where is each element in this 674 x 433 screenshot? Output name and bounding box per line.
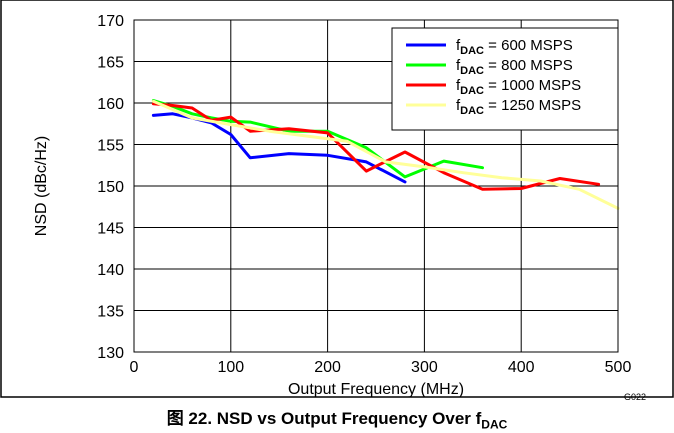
caption-subscript: DAC xyxy=(481,417,508,432)
x-tick-label: 300 xyxy=(411,359,438,376)
series-line-2 xyxy=(151,102,601,191)
series-line-3 xyxy=(151,99,620,210)
series-line-0 xyxy=(151,112,407,184)
x-tick-label: 500 xyxy=(605,359,632,376)
legend-label-3: fDAC = 1250 MSPS xyxy=(456,97,581,117)
x-tick-label: 0 xyxy=(130,359,139,376)
y-tick-label: 135 xyxy=(97,304,124,321)
y-tick-label: 140 xyxy=(97,262,124,279)
y-tick-label: 145 xyxy=(97,221,124,238)
y-tick-label: 160 xyxy=(97,96,124,113)
legend-label-2: fDAC = 1000 MSPS xyxy=(456,77,581,97)
y-axis-label: NSD (dBc/Hz) xyxy=(33,136,50,236)
x-axis-label: Output Frequency (MHz) xyxy=(288,381,464,398)
series-lines xyxy=(151,99,620,210)
y-tick-label: 130 xyxy=(97,345,124,362)
legend-label-1: fDAC = 800 MSPS xyxy=(456,57,573,77)
y-tick-label: 170 xyxy=(97,13,124,30)
figure-caption: 图 22. NSD vs Output Frequency Over fDAC xyxy=(0,404,674,431)
x-tick-label: 100 xyxy=(217,359,244,376)
x-tick-label: 200 xyxy=(314,359,341,376)
plot-border xyxy=(133,19,619,353)
chart: 0 100 200 300 400 500 130 135 140 145 150 155 160 165… xyxy=(0,0,674,402)
y-tick-label: 155 xyxy=(97,138,124,155)
caption-text: 图 22. NSD vs Output Frequency Over f xyxy=(166,409,482,428)
tick-labels: 0 100 200 300 400 500 130 135 140 145 150 155 160 165… xyxy=(97,13,631,376)
series-line-1 xyxy=(151,99,484,179)
legend-label-0: fDAC = 600 MSPS xyxy=(456,37,573,57)
y-tick-label: 165 xyxy=(97,55,124,72)
figure-code: G022 xyxy=(624,392,646,402)
y-tick-label: 150 xyxy=(97,179,124,196)
x-tick-label: 400 xyxy=(508,359,535,376)
